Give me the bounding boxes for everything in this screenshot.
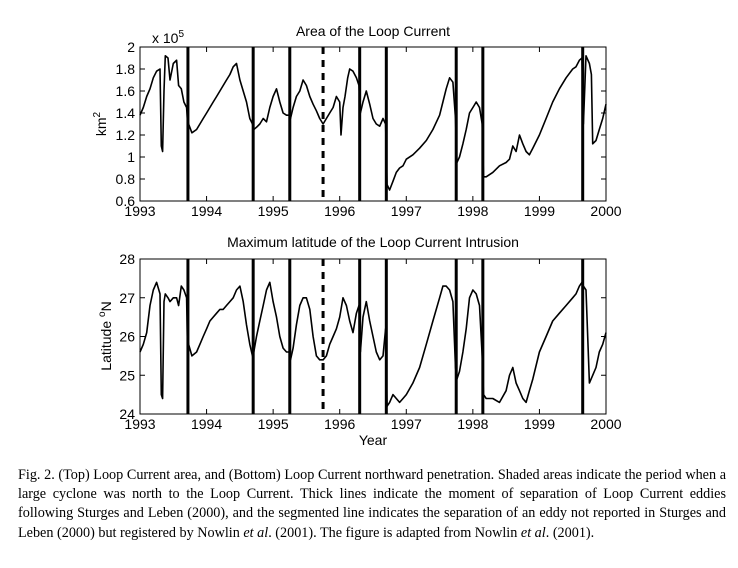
latitude-xtick-label: 1997 (391, 416, 422, 432)
area-ytick-label: 0.6 (116, 193, 136, 209)
caption-part-3: . (2001). (545, 524, 595, 541)
latitude-xtick-label: 2000 (590, 416, 621, 432)
area-chart-title: Area of the Loop Current (296, 23, 450, 39)
area-chart-ylabel: km2 (92, 111, 109, 136)
latitude-xtick-label: 1994 (191, 416, 222, 432)
latitude-chart-ylabel: Latitude oN (97, 301, 114, 370)
area-ytick-label: 1.6 (116, 83, 136, 99)
latitude-xtick-label: 1999 (524, 416, 555, 432)
latitude-xtick-label: 1998 (457, 416, 488, 432)
area-xtick-label: 2000 (590, 203, 621, 219)
area-chart-axes-box (139, 46, 607, 202)
area-xtick-label: 1997 (391, 203, 422, 219)
figure: Area of the Loop Current x 105 km2 0.6 0.… (92, 23, 622, 448)
caption-part-2: . (2001). The figure is adapted from Now… (268, 524, 521, 541)
area-chart: Area of the Loop Current x 105 km2 0.6 0.… (92, 23, 622, 219)
latitude-chart-title: Maximum latitude of the Loop Current Int… (227, 234, 519, 250)
area-ytick-label: 1.4 (116, 105, 136, 121)
area-ytick-label: 0.8 (116, 171, 136, 187)
latitude-xtick-label: 1995 (258, 416, 289, 432)
area-xtick-label: 1999 (524, 203, 555, 219)
area-xtick-label: 1998 (457, 203, 488, 219)
latitude-series-line (139, 281, 607, 408)
area-ytick-label: 1.8 (116, 61, 136, 77)
latitude-chart: Maximum latitude of the Loop Current Int… (97, 234, 622, 448)
area-xtick-label: 1994 (191, 203, 222, 219)
area-ytick-label: 2 (127, 39, 135, 55)
figure-caption: Fig. 2. (Top) Loop Current area, and (Bo… (18, 466, 726, 543)
area-xtick-label: 1995 (258, 203, 289, 219)
caption-et-al-1: et al (243, 524, 269, 541)
area-xtick-label: 1993 (124, 203, 155, 219)
latitude-xtick-label: 1996 (324, 416, 355, 432)
area-ytick-label: 1 (127, 149, 135, 165)
latitude-xtick-label: 1993 (124, 416, 155, 432)
area-chart-scale-factor: x 105 (152, 29, 184, 46)
caption-et-al-2: et al (520, 524, 546, 541)
caption-part-1: Fig. 2. (Top) Loop Current area, and (Bo… (18, 467, 726, 541)
latitude-ytick-label: 27 (119, 290, 135, 306)
latitude-ytick-label: 28 (119, 251, 135, 267)
latitude-ytick-label: 25 (119, 367, 135, 383)
area-ytick-label: 1.2 (116, 127, 136, 143)
latitude-ytick-label: 26 (119, 329, 135, 345)
latitude-chart-xlabel: Year (359, 432, 388, 448)
area-xtick-label: 1996 (324, 203, 355, 219)
latitude-ytick-label: 24 (119, 406, 135, 422)
area-series-line (139, 55, 607, 191)
